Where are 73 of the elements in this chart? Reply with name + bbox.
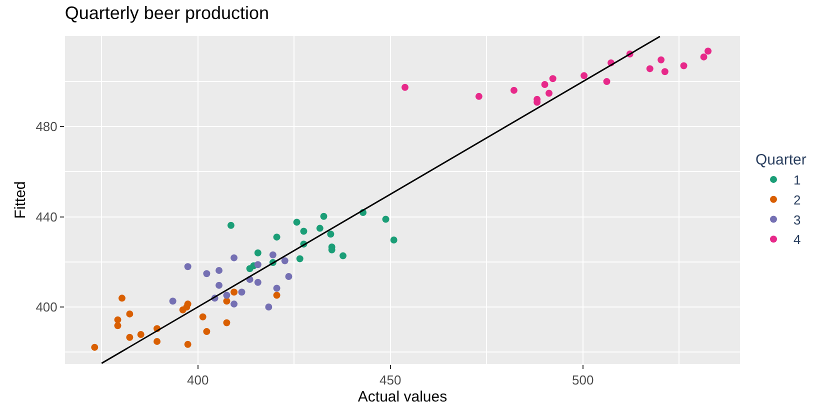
point (546, 90, 553, 97)
point (126, 334, 134, 341)
point (118, 294, 126, 302)
point (327, 230, 334, 238)
point (580, 72, 588, 80)
point (203, 270, 210, 278)
legend-label: 1 (794, 172, 801, 188)
x-tick-label: 500 (572, 372, 594, 388)
x-tick-label: 400 (186, 372, 209, 388)
x-axis-title: Actual values (358, 388, 448, 406)
point (254, 261, 262, 268)
point (316, 224, 324, 232)
point (216, 282, 223, 289)
point (183, 303, 190, 310)
point (510, 86, 518, 94)
point (91, 344, 98, 351)
point (320, 212, 328, 220)
point (700, 53, 708, 60)
point (285, 273, 292, 280)
point (541, 80, 548, 88)
point (273, 284, 280, 292)
point (549, 75, 556, 82)
point (199, 313, 206, 320)
point (223, 319, 230, 326)
point (137, 330, 144, 338)
point (230, 300, 238, 308)
point (184, 263, 192, 270)
point (340, 252, 347, 260)
point (238, 288, 246, 296)
chart-title: Quarterly beer production (64, 2, 270, 23)
legend-label: 4 (794, 232, 801, 248)
legend-label: 2 (794, 192, 801, 208)
point (603, 78, 610, 86)
point (680, 62, 688, 70)
legend-title: Quarter (756, 152, 806, 168)
point (382, 216, 390, 223)
legend-label: 3 (794, 212, 801, 228)
point (390, 236, 398, 244)
point (184, 340, 192, 348)
point (296, 255, 304, 262)
point (402, 84, 408, 91)
point (265, 303, 272, 310)
point (254, 278, 262, 286)
point (154, 338, 161, 345)
y-tick-label: 440 (36, 209, 58, 224)
point (227, 222, 234, 229)
y-axis-title: Fitted (12, 181, 29, 219)
point (646, 65, 654, 72)
point (658, 56, 665, 64)
point (254, 249, 262, 256)
point (114, 322, 122, 330)
point (126, 310, 134, 318)
point (281, 257, 288, 264)
point (300, 228, 308, 235)
y-tick-label: 480 (36, 119, 58, 134)
point (661, 68, 668, 76)
point (114, 316, 122, 324)
point (230, 254, 238, 262)
point (475, 92, 482, 100)
point (169, 298, 176, 305)
point (293, 218, 300, 226)
point (230, 288, 238, 296)
point (223, 292, 230, 299)
point (223, 298, 230, 305)
point (269, 251, 276, 258)
x-tick-label: 450 (380, 372, 402, 388)
point (203, 328, 210, 336)
y-tick-label: 400 (36, 300, 58, 315)
point (704, 48, 712, 55)
point (246, 265, 254, 272)
point (273, 292, 280, 299)
point (273, 234, 280, 241)
point (216, 266, 223, 274)
